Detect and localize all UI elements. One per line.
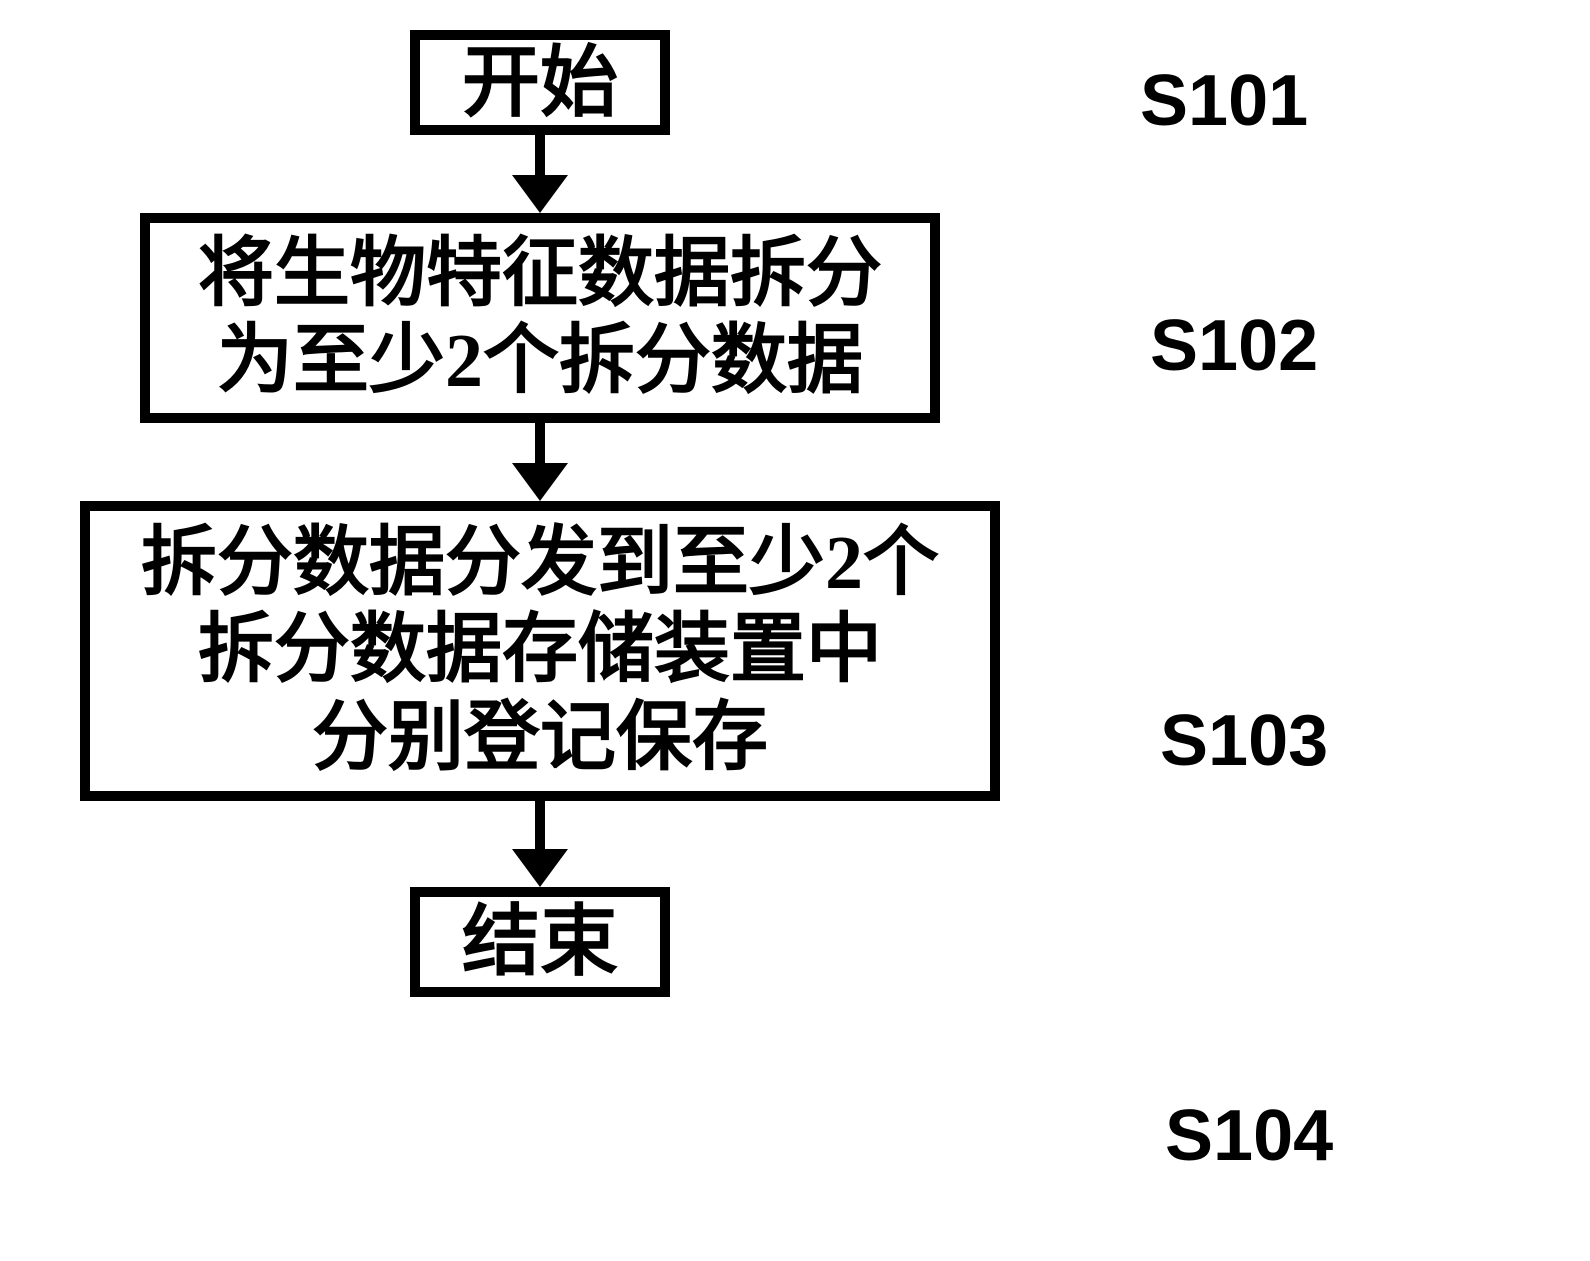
- arrow-stem: [535, 135, 545, 175]
- step-label-s101: S101: [1140, 60, 1308, 142]
- label-text: S102: [1150, 306, 1318, 386]
- start-node: 开始: [410, 30, 670, 135]
- arrow-head-icon: [512, 849, 568, 887]
- distribute-node: 拆分数据分发到至少2个 拆分数据存储装置中 分别登记保存: [80, 501, 1000, 801]
- end-node-text: 结束: [462, 897, 618, 987]
- step-label-s102: S102: [1150, 305, 1318, 387]
- label-text: S104: [1165, 1096, 1333, 1176]
- arrow-head-icon: [512, 175, 568, 213]
- arrow-head-icon: [512, 463, 568, 501]
- arrow-3: [512, 801, 568, 887]
- split-node: 将生物特征数据拆分 为至少2个拆分数据: [140, 213, 940, 423]
- step-label-s104: S104: [1165, 1095, 1333, 1177]
- start-node-text: 开始: [462, 38, 618, 128]
- split-node-text: 将生物特征数据拆分 为至少2个拆分数据: [198, 231, 882, 406]
- label-text: S103: [1160, 701, 1328, 781]
- flowchart-container: 开始 将生物特征数据拆分 为至少2个拆分数据 拆分数据分发到至少2个 拆分数据存…: [80, 30, 1000, 997]
- arrow-stem: [535, 423, 545, 463]
- label-text: S101: [1140, 61, 1308, 141]
- arrow-1: [512, 135, 568, 213]
- arrow-2: [512, 423, 568, 501]
- end-node: 结束: [410, 887, 670, 997]
- step-label-s103: S103: [1160, 700, 1328, 782]
- distribute-node-text: 拆分数据分发到至少2个 拆分数据存储装置中 分别登记保存: [141, 520, 939, 782]
- arrow-stem: [535, 801, 545, 849]
